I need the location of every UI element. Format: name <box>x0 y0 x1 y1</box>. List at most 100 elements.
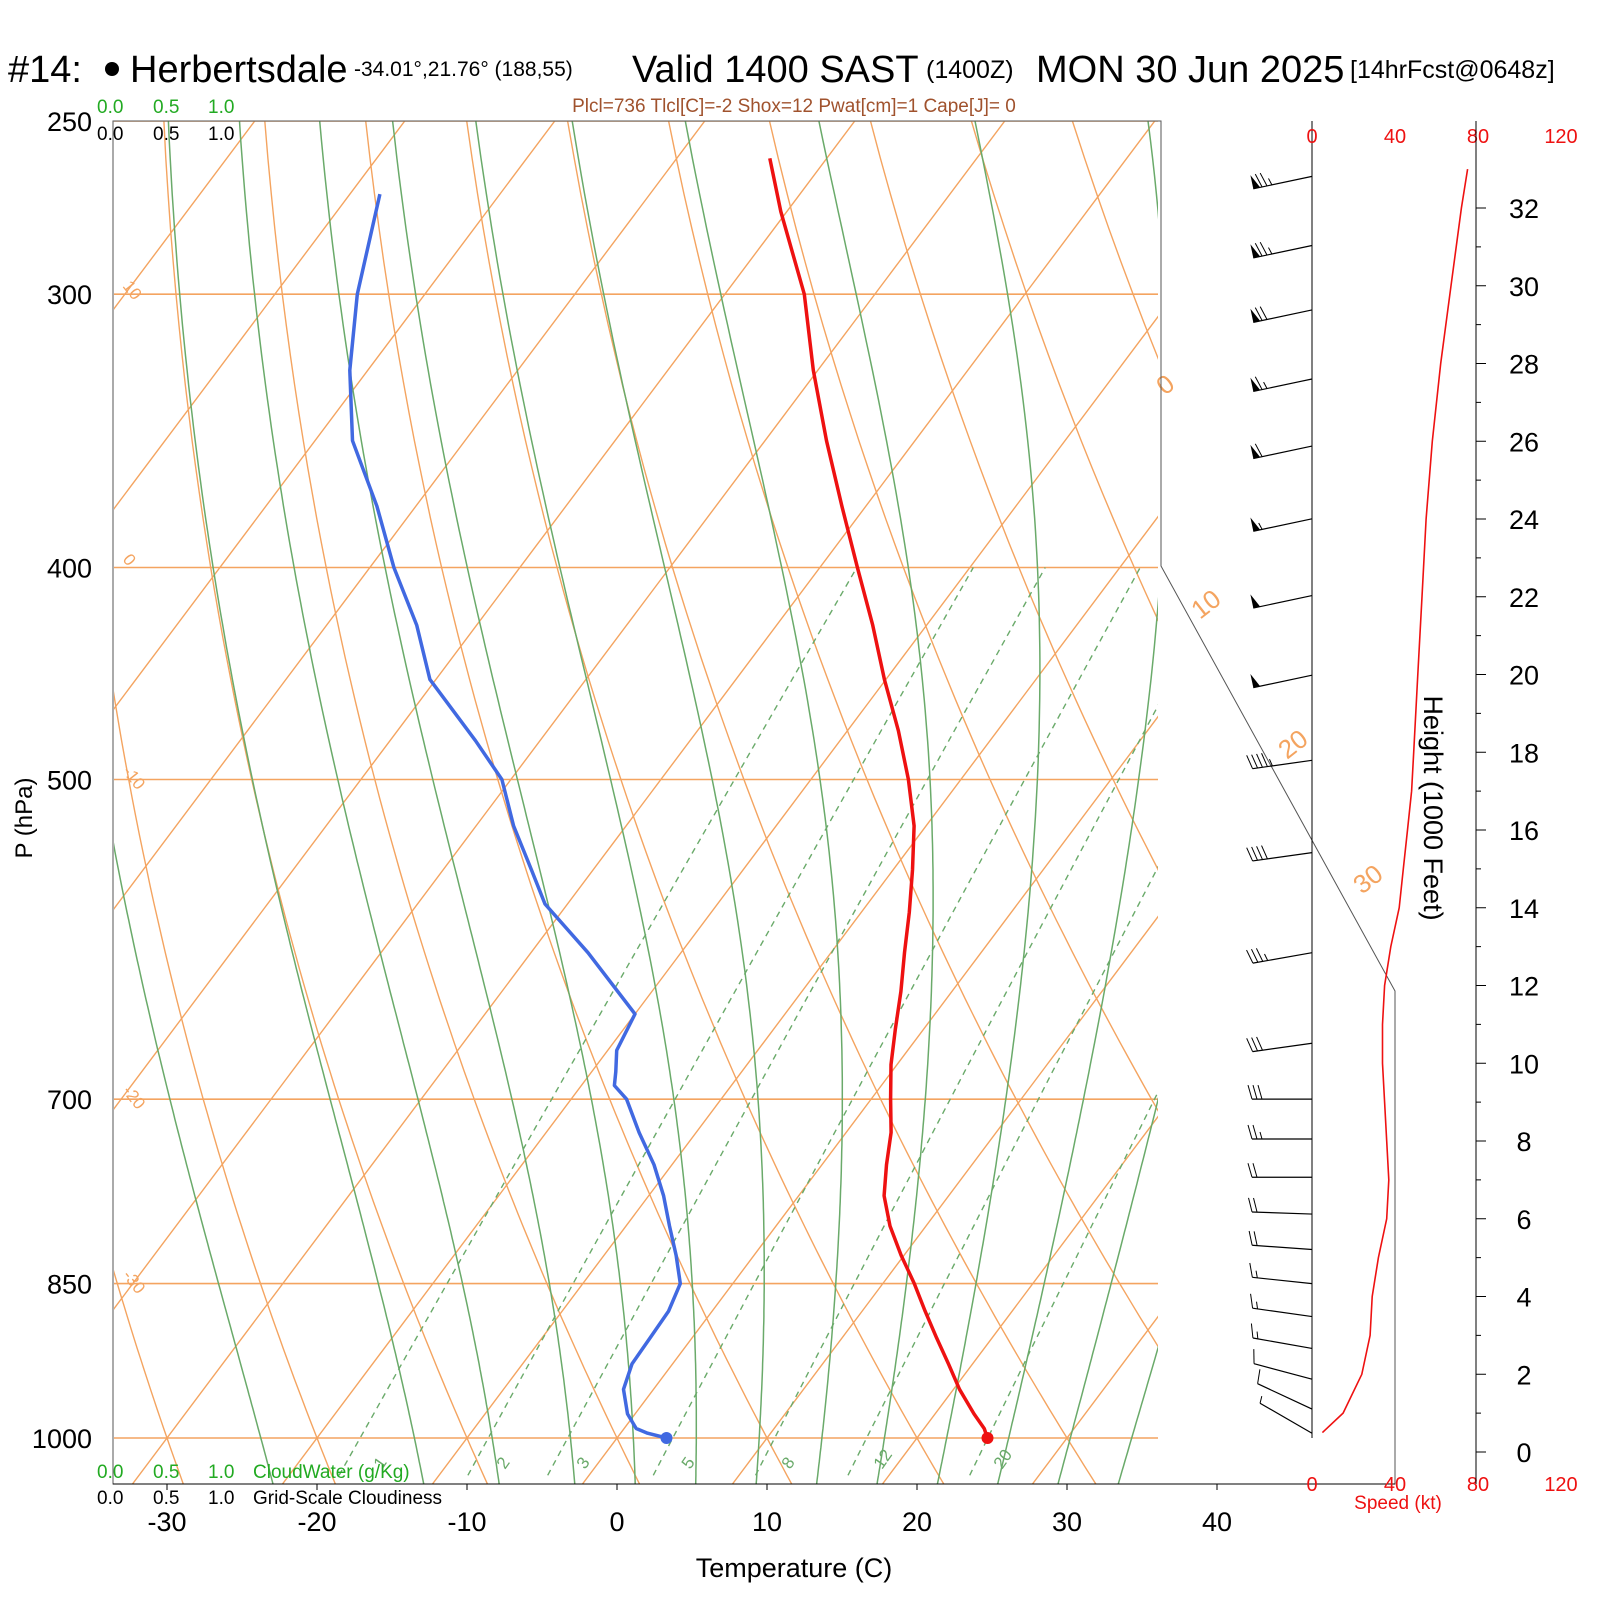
wind-barb-flag <box>1247 1124 1253 1140</box>
moist-adiabat-line <box>114 842 274 1484</box>
wind-barb-flag <box>1249 1262 1253 1278</box>
isotherm-line <box>1475 102 1600 1494</box>
height-tick-label: 26 <box>1509 427 1539 457</box>
thermo-diagram-lines <box>114 102 1600 1494</box>
moist-adiabat-line <box>571 121 765 1484</box>
cloudiness-tick: 0.5 <box>153 1488 179 1509</box>
wind-barb-half-flag <box>1264 953 1269 961</box>
speed-tick-label: 40 <box>1384 126 1406 148</box>
cloudiness-label: Grid-Scale Cloudiness <box>253 1488 442 1509</box>
cloudiness-tick-top: 0.5 <box>153 124 179 145</box>
temperature-tick-label: 10 <box>752 1507 782 1537</box>
forecast-date: MON 30 Jun 2025 <box>1036 49 1344 91</box>
wind-barb-pennant <box>1250 377 1261 392</box>
wind-barb-flag <box>1256 846 1263 860</box>
zulu-time: (1400Z) <box>926 56 1014 84</box>
height-tick-label: 32 <box>1509 194 1539 224</box>
height-tick-label: 24 <box>1509 505 1539 535</box>
height-tick-label: 22 <box>1509 583 1539 613</box>
height-tick-label: 4 <box>1516 1283 1531 1313</box>
dry-adiabat-label: 0 <box>1150 368 1180 401</box>
wind-barb <box>1250 594 1313 609</box>
speed-tick-label: 120 <box>1544 1474 1577 1496</box>
temperature-tick-label: 30 <box>1052 1507 1082 1537</box>
wind-barb <box>1249 1262 1313 1285</box>
surface-temperature-point <box>981 1432 994 1444</box>
wind-barb-flag <box>1246 1038 1254 1052</box>
dry-adiabat-line <box>365 121 793 1484</box>
wind-barbs <box>1246 172 1313 1434</box>
moist-adiabat-line <box>996 121 1158 1484</box>
wind-barb-flag <box>1256 1036 1263 1051</box>
moist-adiabat-line <box>1057 1096 1158 1484</box>
wind-barb-flag <box>1257 1369 1261 1384</box>
cloudiness-tick: 1.0 <box>208 1488 234 1509</box>
cloudwater-tick: 0.5 <box>153 1462 179 1483</box>
speed-tick-label: 80 <box>1467 1474 1489 1496</box>
dry-adiabat-line <box>667 121 1158 1348</box>
isotherm-label: 10 <box>119 277 146 304</box>
wind-barb <box>1250 241 1313 259</box>
height-tick-label: 18 <box>1509 738 1539 768</box>
wind-barb-flag <box>1253 1231 1258 1246</box>
moist-adiabat-line <box>391 121 636 1484</box>
wind-barb-staff <box>1252 1211 1313 1215</box>
temperature-tick-label: 0 <box>609 1507 624 1537</box>
wind-barb-flag <box>1254 173 1263 188</box>
wind-barb-flag <box>1248 1230 1253 1246</box>
wind-barb-staff <box>1253 309 1313 323</box>
moist-adiabat-line <box>1117 1345 1158 1484</box>
wind-barb-pennant <box>1250 594 1261 609</box>
wind-barb-half-flag <box>1268 247 1273 255</box>
dry-adiabat-line <box>466 121 945 1484</box>
wind-barb <box>1246 753 1313 770</box>
wind-barb <box>1246 1036 1313 1053</box>
surface-dewpoint-point <box>660 1432 673 1444</box>
wind-barb <box>1247 1124 1312 1140</box>
speed-axis-label: Speed (kt) <box>1354 1493 1442 1514</box>
cloudwater-tick-top: 0.0 <box>97 97 123 118</box>
wind-barb <box>1250 306 1313 323</box>
speed-tick-label: 0 <box>1306 126 1317 148</box>
moist-adiabat-line <box>684 121 844 1484</box>
wind-barb-flag <box>1254 376 1263 390</box>
cloud-scale-top: 0.0 0.5 1.0 0.0 0.5 1.0 <box>97 97 234 145</box>
wind-barb-flag <box>1251 846 1258 861</box>
wind-barb-flag <box>1253 1197 1258 1213</box>
wind-barb-half-flag <box>1268 759 1273 767</box>
isotherm-line <box>114 121 1006 1310</box>
station-marker-icon <box>105 62 119 76</box>
wind-barb-staff <box>1252 952 1313 964</box>
wind-barb <box>1250 172 1313 190</box>
mixing-ratio-label: 8 <box>778 1454 799 1473</box>
wind-barb-half-flag <box>1259 1396 1263 1404</box>
isotherm-line <box>131 121 1156 1484</box>
wind-barb-half-flag <box>1258 522 1263 530</box>
wind-barb <box>1250 1293 1313 1318</box>
height-tick-label: 12 <box>1509 972 1539 1002</box>
wind-barb <box>1250 376 1313 393</box>
stability-indices: Plcl=736 Tlcl[C]=-2 Shox=12 Pwat[cm]=1 C… <box>572 96 1016 117</box>
wind-barb <box>1250 517 1313 532</box>
wind-barb-pennant <box>1250 175 1261 189</box>
isotherm-line <box>881 1115 1158 1484</box>
temperature-tick-label: 20 <box>902 1507 932 1537</box>
wind-barb-staff <box>1253 518 1313 532</box>
wind-barb-staff <box>1252 1337 1313 1349</box>
height-tick-label: 16 <box>1509 816 1539 846</box>
dry-adiabat-label: 20 <box>1272 723 1313 764</box>
wind-barb-flag <box>1251 754 1258 769</box>
wind-barb-flag <box>1251 948 1259 963</box>
wind-barb-staff <box>1252 1307 1313 1318</box>
wind-barb <box>1247 1085 1312 1100</box>
dry-adiabat-line <box>970 121 1158 622</box>
cloudiness-tick-top: 1.0 <box>208 124 234 145</box>
wind-barb-flag <box>1255 948 1264 962</box>
mixing-ratio-line <box>754 704 1158 1476</box>
height-axis-label: Height (1000 Feet) <box>1418 695 1448 920</box>
temperature-tick-label: -10 <box>447 1507 486 1537</box>
speed-tick-label: 0 <box>1306 1474 1317 1496</box>
mixing-ratio-label: 3 <box>573 1454 594 1473</box>
temperature-axis-label: Temperature (C) <box>696 1553 893 1583</box>
